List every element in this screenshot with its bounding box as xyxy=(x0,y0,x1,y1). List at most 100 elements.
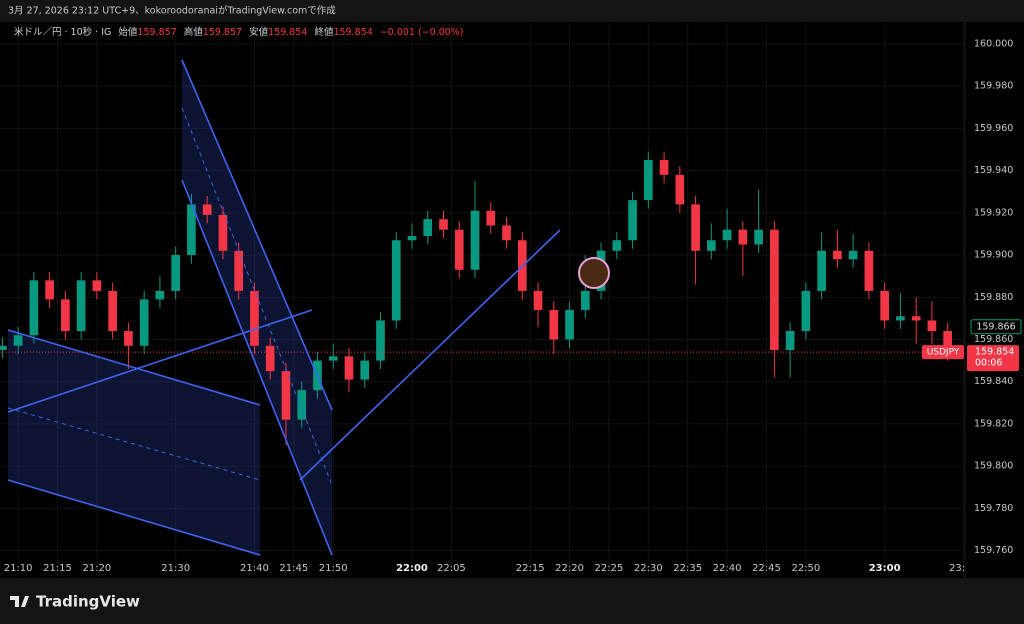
candle-body xyxy=(391,240,401,321)
x-tick-label: 22:15 xyxy=(516,563,545,574)
candle-body xyxy=(155,290,165,300)
candle-body xyxy=(108,290,117,332)
y-tick-label: 159.880 xyxy=(974,292,1013,303)
x-tick-label: 21:40 xyxy=(240,563,269,574)
candle-body xyxy=(927,320,937,332)
candle-body xyxy=(580,290,590,310)
x-tick-label: 23:10 xyxy=(949,563,978,574)
brand-logo xyxy=(10,596,29,607)
candle-body xyxy=(454,229,464,270)
x-tick-label: 21:45 xyxy=(279,563,308,574)
candle-body xyxy=(612,240,622,251)
candle-body xyxy=(502,225,511,241)
channel-line xyxy=(7,479,261,556)
candle-body xyxy=(360,360,370,380)
x-tick-label: 22:40 xyxy=(713,563,742,574)
price-axis xyxy=(965,22,1024,578)
last-price-badge xyxy=(967,345,1019,372)
candle-body xyxy=(675,174,685,205)
candle-body xyxy=(250,290,259,346)
x-tick-label: 21:50 xyxy=(319,563,348,574)
trend-line xyxy=(299,229,561,481)
candle-body xyxy=(880,290,889,321)
candle-body xyxy=(911,316,921,321)
candle-body xyxy=(770,229,779,351)
candle-body xyxy=(45,280,54,300)
candle-body xyxy=(328,356,338,361)
y-tick-label: 159.840 xyxy=(974,376,1013,387)
candle-body xyxy=(439,219,448,230)
y-tick-label: 159.900 xyxy=(974,250,1013,261)
x-tick-label: 22:45 xyxy=(752,563,781,574)
candle-body xyxy=(76,280,86,332)
candle-body xyxy=(470,210,480,270)
candle-body xyxy=(628,200,637,241)
x-tick-label: 23:00 xyxy=(869,563,901,574)
channel-midline xyxy=(7,407,261,481)
y-tick-label: 159.820 xyxy=(974,418,1013,429)
candle-body xyxy=(864,250,874,291)
candle-body xyxy=(297,390,307,420)
y-tick-label: 159.960 xyxy=(974,123,1013,134)
candle-body xyxy=(643,160,653,201)
candle-body xyxy=(659,160,669,175)
x-tick-label: 21:20 xyxy=(82,563,111,574)
y-tick-label: 159.920 xyxy=(974,207,1013,218)
y-tick-label: 159.780 xyxy=(974,503,1013,514)
candle-body xyxy=(423,219,433,237)
brand: TradingView xyxy=(10,593,140,611)
legend-label: 終値 xyxy=(314,26,334,38)
legend-label: 高値 xyxy=(184,26,204,38)
candle-body xyxy=(722,229,732,241)
candle-body xyxy=(0,345,7,351)
candle-body xyxy=(92,280,102,291)
y-tick-label: 159.940 xyxy=(974,165,1013,176)
x-tick-label: 22:35 xyxy=(673,563,702,574)
candle-body xyxy=(218,214,228,251)
legend-change: −0.001 (−0.00%) xyxy=(380,27,464,38)
legend-label: 安値 xyxy=(249,26,269,38)
candle-body xyxy=(486,210,496,226)
candle-body xyxy=(754,229,763,245)
candle-body xyxy=(738,229,748,245)
candle-body xyxy=(817,250,826,291)
top-bar xyxy=(0,0,1024,22)
candle-body xyxy=(61,299,70,332)
channel-line xyxy=(181,179,333,556)
x-tick-label: 22:25 xyxy=(595,563,624,574)
candle-body xyxy=(943,331,953,353)
x-tick-label: 21:30 xyxy=(161,563,190,574)
legend-value: 159.854 xyxy=(268,27,307,38)
channel-midline xyxy=(181,107,333,486)
candle-body xyxy=(533,290,543,310)
last-price-label: 159.854 xyxy=(975,347,1014,358)
symbol-tag-label: USDJPY xyxy=(927,348,960,358)
candle-body xyxy=(187,204,196,256)
candle-body xyxy=(565,309,574,340)
y-tick-label: 159.860 xyxy=(974,334,1013,345)
candle-body xyxy=(896,316,905,321)
candle-body xyxy=(785,331,795,351)
candle-body xyxy=(265,345,275,372)
candle-body xyxy=(344,356,354,380)
channel-line xyxy=(7,329,261,406)
candle-body xyxy=(13,335,23,346)
legend-value: 159.857 xyxy=(137,27,176,38)
caption: 3月 27, 2026 23:12 UTC+9、kokoroodoranaiがT… xyxy=(8,5,336,17)
candle-body xyxy=(124,331,133,346)
candle-body xyxy=(549,309,559,340)
marker-circle xyxy=(578,257,610,289)
candle-body xyxy=(376,320,385,361)
countdown-label: 00:06 xyxy=(975,358,1002,369)
x-tick-label: 21:10 xyxy=(4,563,33,574)
y-tick-label: 160.000 xyxy=(974,38,1013,49)
candle-body xyxy=(281,371,291,420)
candle-body xyxy=(848,250,858,260)
x-tick-label: 22:30 xyxy=(634,563,663,574)
price-badge xyxy=(970,319,1022,335)
y-tick-label: 159.800 xyxy=(974,461,1013,472)
candle-body xyxy=(139,299,149,346)
x-tick-label: 22:05 xyxy=(437,563,466,574)
price-badge-label: 159.866 xyxy=(976,321,1015,332)
